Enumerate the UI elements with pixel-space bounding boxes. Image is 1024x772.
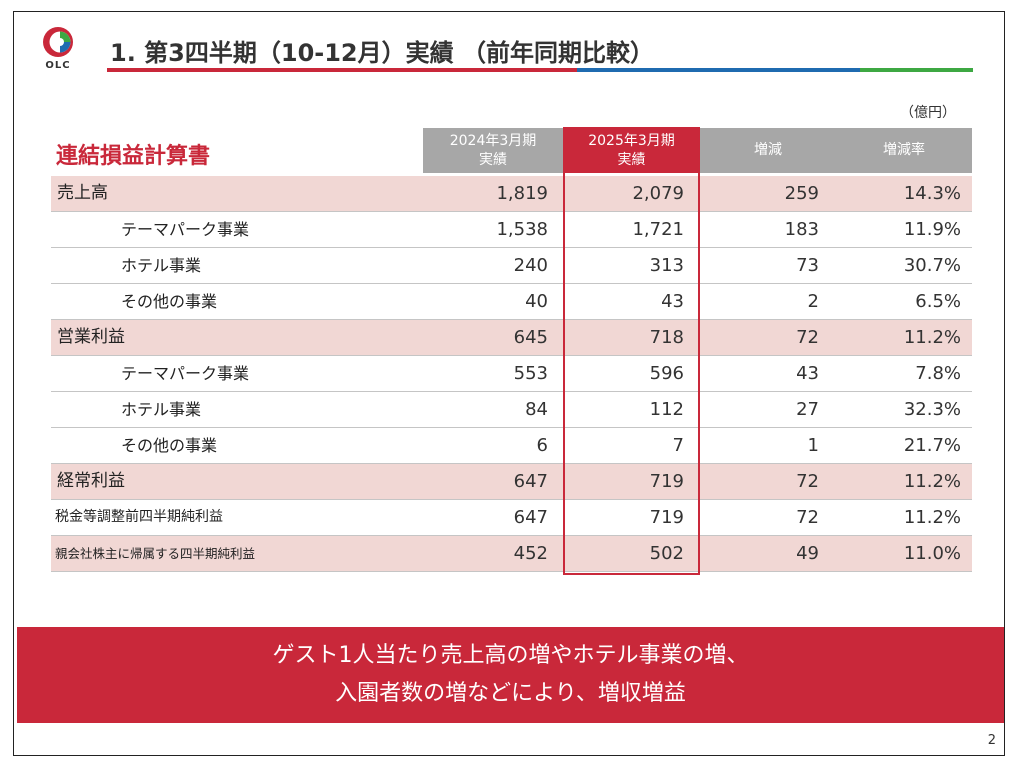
column-header-line1: 2025年3月期: [588, 132, 675, 149]
column-header-line2: 実績: [617, 151, 646, 168]
cell-diff: 2: [807, 291, 819, 312]
cell-diff: 72: [796, 327, 819, 348]
row-label: テーマパーク事業: [121, 364, 250, 383]
table-row-operating-income: 営業利益 645 718 72 11.2%: [51, 320, 972, 356]
logo-text: OLC: [45, 60, 71, 71]
cell-prev: 647: [513, 507, 548, 528]
table-row-net-income: 親会社株主に帰属する四半期純利益 452 502 49 11.0%: [51, 536, 972, 572]
row-label: 経常利益: [57, 471, 125, 491]
cell-prev: 647: [513, 471, 548, 492]
cell-diff: 259: [784, 183, 819, 204]
cell-rate: 14.3%: [903, 183, 961, 204]
olc-logo: OLC: [36, 26, 80, 74]
cell-curr: 313: [649, 255, 684, 276]
table-title: 連結損益計算書: [56, 144, 211, 169]
cell-rate: 21.7%: [903, 435, 961, 456]
cell-rate: 11.0%: [903, 543, 961, 564]
cell-rate: 11.2%: [903, 327, 961, 348]
title-rule-blue: [577, 68, 860, 72]
title-rule-red: [107, 68, 577, 72]
banner-line: ゲスト1人当たり売上高の増やホテル事業の増、: [272, 643, 749, 668]
column-header-line1: 増減: [754, 142, 782, 158]
row-label: テーマパーク事業: [121, 220, 250, 239]
cell-diff: 72: [796, 507, 819, 528]
row-label: 営業利益: [57, 327, 125, 347]
cell-rate: 11.2%: [903, 471, 961, 492]
summary-banner: ゲスト1人当たり売上高の増やホテル事業の増、 入園者数の増などにより、増収増益: [17, 627, 1004, 723]
cell-prev: 240: [513, 255, 548, 276]
cell-rate: 6.5%: [915, 291, 961, 312]
row-label: 売上高: [57, 183, 108, 203]
cell-curr: 7: [672, 435, 684, 456]
column-header-line1: 増減率: [883, 142, 925, 158]
cell-prev: 84: [525, 399, 548, 420]
cell-curr: 719: [649, 507, 684, 528]
cell-prev: 1,538: [496, 219, 548, 240]
row-label: ホテル事業: [121, 256, 202, 275]
cell-prev: 40: [525, 291, 548, 312]
table-row: 税金等調整前四半期純利益 647 719 72 11.2%: [51, 500, 972, 536]
cell-rate: 11.9%: [903, 219, 961, 240]
table-row: テーマパーク事業 1,538 1,721 183 11.9%: [51, 212, 972, 248]
unit-label: （億円）: [900, 105, 956, 121]
row-label: 親会社株主に帰属する四半期純利益: [55, 546, 256, 561]
cell-curr: 719: [649, 471, 684, 492]
cell-curr: 43: [661, 291, 684, 312]
table-row-ordinary-income: 経常利益 647 719 72 11.2%: [51, 464, 972, 500]
cell-prev: 6: [536, 435, 548, 456]
table-row-net-sales: 売上高 1,819 2,079 259 14.3%: [51, 176, 972, 212]
row-label: 税金等調整前四半期純利益: [55, 509, 223, 525]
page-number: 2: [987, 733, 996, 748]
cell-diff: 27: [796, 399, 819, 420]
cell-prev: 645: [513, 327, 548, 348]
row-label: その他の事業: [121, 292, 218, 311]
column-header-change: 増減: [700, 128, 836, 173]
cell-curr: 718: [649, 327, 684, 348]
cell-prev: 553: [513, 363, 548, 384]
cell-curr: 596: [649, 363, 684, 384]
cell-diff: 43: [796, 363, 819, 384]
table-row: テーマパーク事業 553 596 43 7.8%: [51, 356, 972, 392]
row-label: ホテル事業: [121, 400, 202, 419]
cell-prev: 452: [513, 543, 548, 564]
cell-rate: 7.8%: [915, 363, 961, 384]
cell-curr: 2,079: [632, 183, 684, 204]
row-label: その他の事業: [121, 436, 218, 455]
page-title: 1. 第3四半期（10-12月）実績 （前年同期比較）: [110, 39, 654, 67]
table-row: その他の事業 40 43 2 6.5%: [51, 284, 972, 320]
cell-diff: 1: [807, 435, 819, 456]
cell-curr: 112: [649, 399, 684, 420]
banner-line: 入園者数の増などにより、増収増益: [335, 681, 686, 706]
column-header-line1: 2024年3月期: [449, 132, 537, 149]
column-header-prev-year: 2024年3月期 実績: [423, 128, 563, 173]
column-header-change-rate: 増減率: [836, 128, 972, 173]
table-row: その他の事業 6 7 1 21.7%: [51, 428, 972, 464]
column-header-current-year: 2025年3月期 実績: [563, 128, 700, 173]
cell-diff: 72: [796, 471, 819, 492]
cell-diff: 49: [796, 543, 819, 564]
cell-rate: 30.7%: [903, 255, 961, 276]
cell-prev: 1,819: [496, 183, 548, 204]
column-header-line2: 実績: [479, 151, 507, 168]
olc-logo-icon: [43, 27, 73, 57]
table-row: ホテル事業 240 313 73 30.7%: [51, 248, 972, 284]
cell-diff: 183: [784, 219, 819, 240]
title-rule-green: [860, 68, 973, 72]
cell-rate: 32.3%: [903, 399, 961, 420]
cell-curr: 1,721: [632, 219, 684, 240]
cell-rate: 11.2%: [903, 507, 961, 528]
cell-curr: 502: [649, 543, 684, 564]
table-row: ホテル事業 84 112 27 32.3%: [51, 392, 972, 428]
cell-diff: 73: [796, 255, 819, 276]
